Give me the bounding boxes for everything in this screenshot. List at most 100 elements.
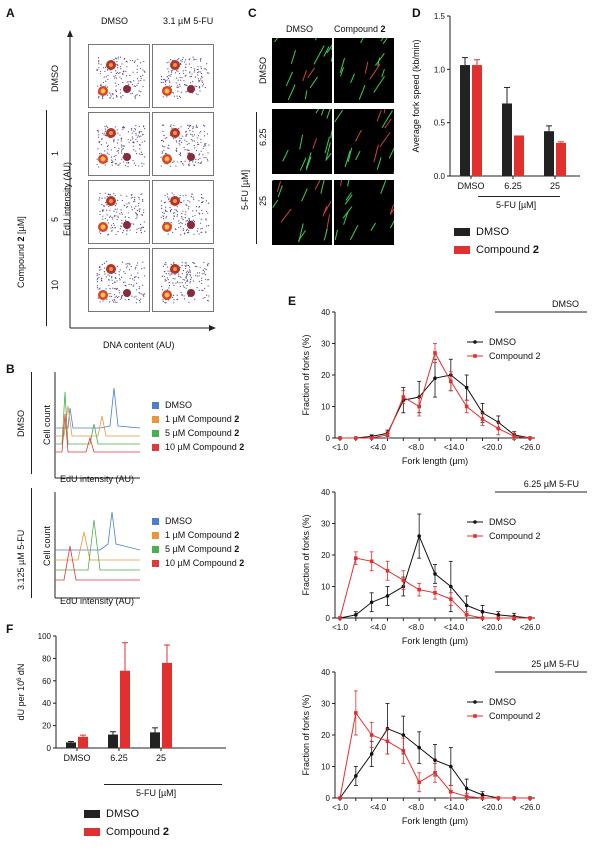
dna-fiber bbox=[380, 180, 387, 194]
dna-fiber bbox=[298, 223, 304, 243]
scatter-dot bbox=[128, 283, 130, 285]
panel-label-a: A bbox=[6, 6, 15, 20]
scatter-dot bbox=[178, 140, 180, 142]
scatter-dot bbox=[160, 156, 162, 158]
scatter-dot bbox=[174, 273, 176, 276]
scatter-dot bbox=[171, 192, 173, 194]
scatter-dot bbox=[205, 200, 207, 202]
scatter-dot bbox=[107, 193, 109, 195]
scatter-dot bbox=[191, 193, 193, 195]
scatter-dot bbox=[201, 227, 203, 229]
scatter-dot bbox=[105, 85, 107, 87]
scatter-dot bbox=[183, 200, 185, 202]
scatter-dot bbox=[138, 90, 140, 92]
scatter-dot bbox=[196, 275, 198, 277]
data-point bbox=[433, 572, 437, 576]
scatter-dot bbox=[107, 78, 109, 81]
scatter-dot bbox=[120, 144, 123, 146]
dna-fiber bbox=[342, 206, 353, 219]
density-blob bbox=[100, 156, 106, 162]
scatter-dot bbox=[203, 272, 205, 275]
scatter-dot bbox=[115, 70, 117, 72]
scatter-dot bbox=[181, 273, 183, 275]
panel-a-y-label: EdU intensity (AU) bbox=[62, 161, 72, 236]
scatter-dot bbox=[182, 163, 184, 165]
scatter-dot bbox=[165, 217, 167, 219]
scatter-dot bbox=[120, 95, 122, 98]
scatter-dot bbox=[143, 221, 145, 223]
scatter-dot bbox=[114, 208, 116, 210]
data-point bbox=[401, 733, 406, 737]
scatter-dot bbox=[135, 231, 138, 234]
scatter-dot bbox=[189, 58, 191, 60]
scatter-dot bbox=[198, 272, 201, 274]
scatter-dot bbox=[143, 163, 145, 165]
scatter-dot bbox=[144, 71, 146, 73]
legend-marker bbox=[473, 520, 477, 524]
scatter-dot bbox=[163, 202, 165, 204]
dna-fiber bbox=[334, 109, 343, 123]
scatter-dot bbox=[173, 160, 175, 162]
scatter-dot bbox=[114, 77, 116, 79]
scatter-dot bbox=[115, 75, 117, 77]
scatter-dot bbox=[172, 92, 175, 94]
scatter-dot bbox=[135, 266, 137, 268]
scatter-dot bbox=[115, 233, 117, 236]
scatter-dot bbox=[135, 132, 137, 135]
scatter-dot bbox=[117, 215, 119, 217]
scatter-dot bbox=[113, 140, 115, 142]
scatter-dot bbox=[107, 234, 109, 236]
scatter-dot bbox=[164, 270, 166, 273]
scatter-dot bbox=[99, 287, 101, 289]
dna-fiber bbox=[272, 180, 274, 182]
scatter-dot bbox=[139, 67, 142, 70]
panel-b-bracket-top bbox=[31, 372, 32, 474]
scatter-dot bbox=[160, 205, 163, 207]
scatter-dot bbox=[195, 85, 198, 88]
scatter-dot bbox=[189, 270, 191, 272]
scatter-dot bbox=[114, 159, 117, 161]
scatter-dot bbox=[181, 282, 183, 284]
panel-f-group-label: 5-FU [µM] bbox=[136, 788, 177, 798]
scatter-dot bbox=[100, 152, 102, 154]
scatter-dot bbox=[161, 145, 164, 147]
scatter-dot bbox=[167, 279, 169, 281]
scatter-dot bbox=[141, 165, 143, 167]
scatter-dot bbox=[163, 149, 165, 151]
scatter-dot bbox=[179, 282, 181, 284]
scatter-dot bbox=[172, 69, 174, 71]
scatter-dot bbox=[136, 216, 138, 218]
scatter-dot bbox=[205, 219, 207, 221]
scatter-dot bbox=[169, 82, 171, 84]
scatter-dot bbox=[202, 269, 204, 271]
scatter-dot bbox=[198, 289, 200, 291]
legend-item: 10 µM Compound 2 bbox=[152, 558, 244, 568]
scatter-dot bbox=[200, 150, 202, 152]
scatter-dot bbox=[179, 72, 181, 75]
scatter-dot bbox=[197, 228, 199, 230]
scatter-dot bbox=[190, 196, 192, 198]
scatter-dot bbox=[168, 197, 170, 199]
scatter-dot bbox=[162, 265, 165, 267]
scatter-dot bbox=[164, 146, 166, 148]
x-tick-label: <1.0 bbox=[332, 443, 348, 452]
legend-label: DMSO bbox=[489, 517, 516, 527]
scatter-dot bbox=[132, 138, 134, 140]
scatter-dot bbox=[206, 263, 209, 265]
scatter-dot bbox=[119, 89, 121, 91]
scatter-dot bbox=[118, 164, 120, 166]
scatter-dot bbox=[183, 164, 185, 166]
data-point bbox=[433, 758, 437, 762]
scatter-dot bbox=[201, 282, 203, 285]
dna-fiber bbox=[323, 201, 332, 214]
bar bbox=[544, 131, 554, 176]
micrograph-25-dmso bbox=[272, 180, 332, 245]
legend-marker bbox=[473, 700, 477, 704]
flow-density-scatter bbox=[98, 192, 146, 236]
scatter-dot bbox=[111, 277, 113, 279]
legend-marker bbox=[473, 534, 477, 538]
scatter-dot bbox=[200, 72, 203, 75]
scatter-dot bbox=[170, 70, 173, 72]
scatter-dot bbox=[116, 280, 118, 282]
scatter-dot bbox=[117, 83, 120, 86]
